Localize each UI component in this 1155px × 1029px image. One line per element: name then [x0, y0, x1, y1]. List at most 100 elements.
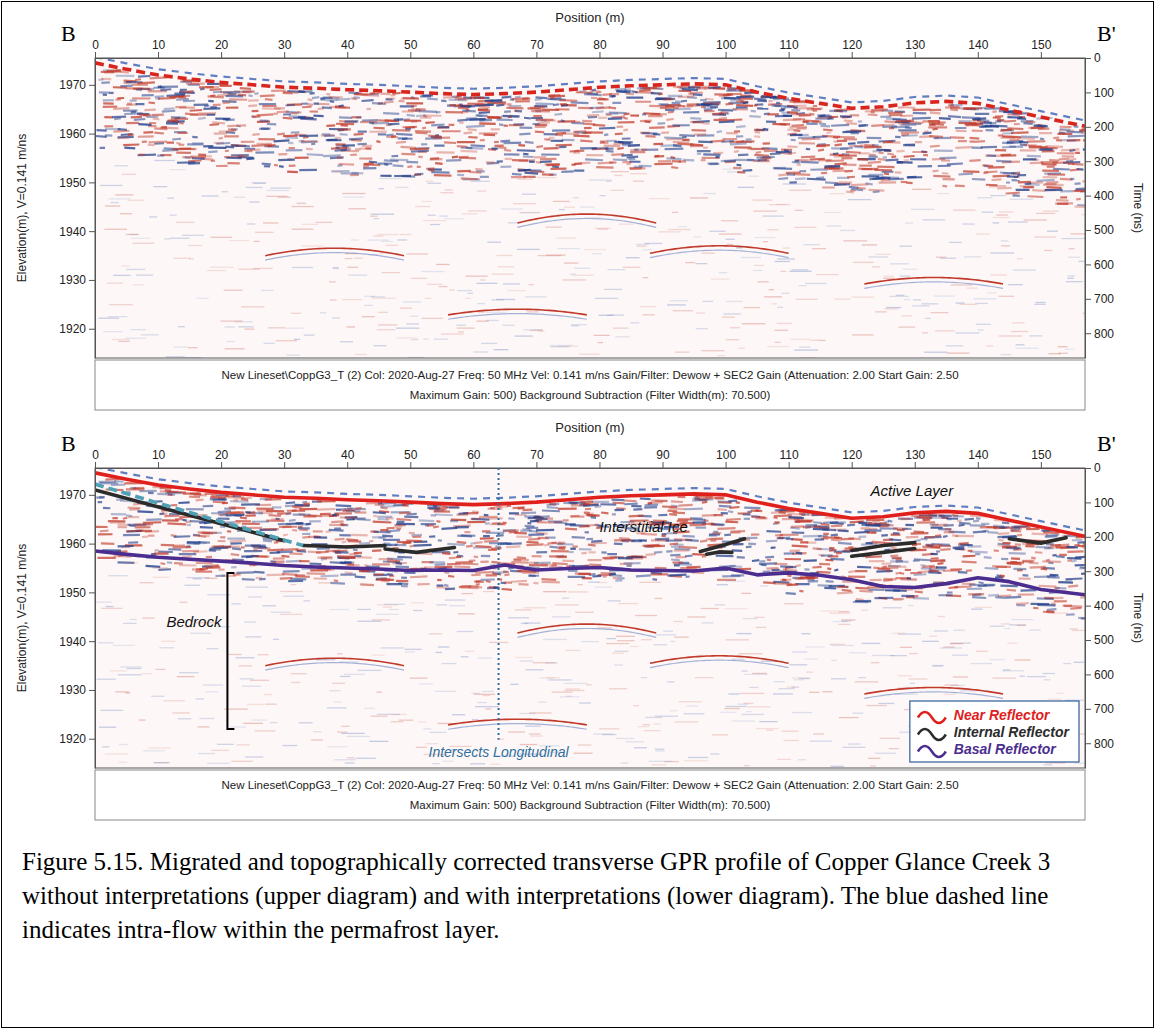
texture-dash [1043, 211, 1059, 212]
texture-dash [673, 86, 682, 89]
hyperbola [265, 248, 404, 255]
texture-dash [1067, 131, 1083, 134]
texture-dash [635, 101, 651, 103]
texture-dash [592, 148, 609, 151]
texture-dash [703, 193, 715, 194]
texture-dash [1060, 196, 1067, 198]
texture-dash [658, 231, 681, 232]
texture-dash [743, 169, 753, 172]
texture-dash [502, 115, 519, 118]
texture-dash [868, 161, 881, 164]
texture-dash [946, 345, 963, 346]
texture-dash [104, 229, 127, 230]
texture-dash [1013, 194, 1020, 197]
texture-dash [596, 91, 601, 94]
texture-dash [427, 284, 442, 285]
texture-dash [796, 299, 818, 300]
texture-dash [825, 165, 840, 168]
texture-dash [517, 249, 540, 250]
texture-dash [931, 123, 943, 126]
texture-dash [1079, 128, 1085, 131]
texture-dash [551, 140, 564, 142]
texture-dash [367, 108, 371, 110]
texture-dash [985, 155, 1003, 157]
texture-dash [636, 244, 649, 245]
texture-dash [799, 347, 810, 348]
texture-dash [736, 140, 754, 143]
texture-dash [176, 222, 195, 223]
texture-dash [1070, 178, 1074, 180]
texture-dash [579, 354, 599, 355]
texture-dash [198, 117, 206, 120]
texture-dash [715, 156, 719, 158]
texture-dash [612, 102, 621, 104]
texture-dash [106, 69, 120, 72]
texture-dash [717, 355, 725, 356]
texture-dash [277, 111, 289, 114]
texture-dash [362, 145, 372, 147]
texture-dash [563, 279, 586, 280]
texture-dash [932, 128, 937, 131]
texture-dash [803, 244, 819, 245]
texture-dash [768, 103, 782, 106]
hyperbola-echo [650, 250, 789, 258]
texture-dash [298, 111, 302, 114]
texture-dash [301, 140, 318, 143]
texture-dash [763, 159, 769, 162]
texture-dash [645, 135, 655, 138]
texture-dash [974, 140, 985, 143]
figure: 0102030405060708090100110120130140150192… [0, 0, 1155, 1029]
texture-dash [198, 154, 206, 156]
texture-dash [1075, 152, 1080, 154]
texture-dash [695, 263, 707, 264]
texture-dash [824, 167, 839, 170]
texture-dash [634, 166, 643, 168]
texture-dash [640, 119, 652, 122]
texture-dash [210, 267, 234, 268]
texture-dash [993, 217, 1010, 218]
texture-dash [859, 164, 872, 166]
texture-dash [182, 235, 204, 236]
texture-dash [457, 119, 467, 122]
texture-dash [824, 166, 840, 168]
texture-dash [213, 103, 221, 106]
texture-dash [763, 241, 768, 242]
texture-dash [1068, 275, 1076, 276]
texture-dash [500, 165, 511, 168]
texture-dash [546, 254, 566, 255]
texture-dash [320, 312, 327, 313]
texture-dash [799, 142, 815, 145]
texture-dash [990, 195, 1006, 196]
texture-dash [112, 339, 130, 340]
texture-dash [393, 164, 404, 167]
texture-dash [986, 345, 993, 346]
texture-dash [743, 101, 748, 104]
texture-dash [203, 107, 220, 110]
texture-dash [332, 317, 340, 318]
texture-dash [564, 207, 575, 208]
texture-dash [321, 134, 334, 137]
texture-dash [898, 122, 910, 124]
texture-dash [430, 224, 440, 225]
texture-dash [614, 175, 622, 176]
texture-dash [339, 104, 344, 107]
texture-dash [598, 102, 604, 105]
texture-dash [654, 155, 664, 158]
texture-dash [226, 95, 243, 98]
texture-dash [999, 211, 1014, 212]
texture-dash [396, 133, 412, 136]
texture-dash [263, 222, 278, 223]
texture-dash [437, 126, 449, 129]
texture-dash [609, 161, 616, 163]
texture-dash [438, 126, 449, 129]
texture-dash [624, 112, 630, 115]
texture-dash [596, 166, 613, 169]
texture-dash [643, 277, 648, 278]
texture-dash [632, 90, 638, 93]
texture-dash [422, 318, 443, 319]
texture-dash [627, 155, 639, 158]
texture-dash [935, 330, 955, 331]
texture-dash [109, 198, 131, 199]
texture-dash [346, 326, 355, 327]
hyperbola [650, 246, 789, 254]
